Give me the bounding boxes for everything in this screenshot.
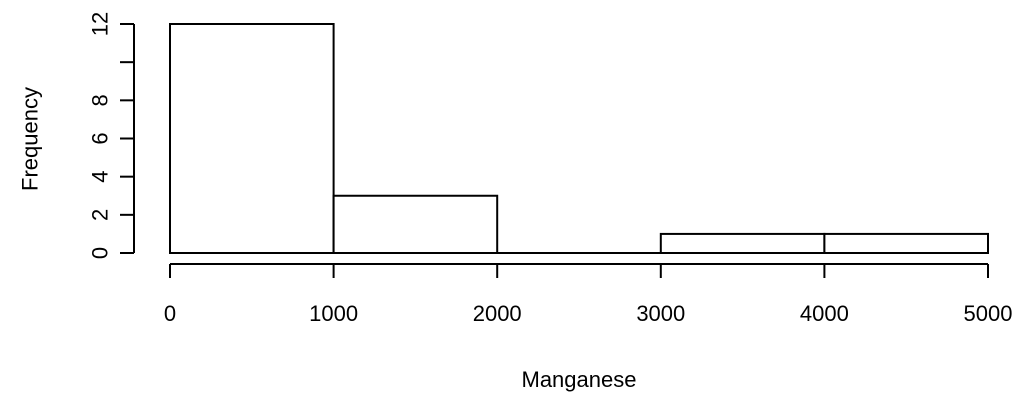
x-tick-label: 2000 bbox=[473, 301, 522, 326]
y-tick-label: 0 bbox=[88, 247, 113, 259]
x-axis-label: Manganese bbox=[522, 367, 637, 392]
x-tick-label: 3000 bbox=[636, 301, 685, 326]
y-tick-label: 6 bbox=[88, 132, 113, 144]
y-tick-label: 2 bbox=[88, 209, 113, 221]
y-tick-label: 4 bbox=[88, 171, 113, 183]
bar-4000-5000 bbox=[823, 232, 990, 255]
x-tick-label: 4000 bbox=[800, 301, 849, 326]
bar-0-1000 bbox=[169, 23, 335, 254]
y-tick-label: 8 bbox=[88, 94, 113, 106]
y-axis-label: Frequency bbox=[18, 87, 43, 191]
bars-group bbox=[169, 23, 990, 255]
bar-3000-4000 bbox=[659, 232, 826, 255]
x-tick-label: 5000 bbox=[964, 301, 1013, 326]
y-tick-label: 12 bbox=[88, 12, 113, 36]
x-axis: 0 1000 2000 3000 4000 5000 bbox=[164, 263, 1013, 326]
y-axis: 0 2 4 6 8 12 bbox=[88, 12, 135, 259]
x-tick-label: 1000 bbox=[309, 301, 358, 326]
bar-1000-2000 bbox=[332, 194, 499, 254]
x-tick-label: 0 bbox=[164, 301, 176, 326]
